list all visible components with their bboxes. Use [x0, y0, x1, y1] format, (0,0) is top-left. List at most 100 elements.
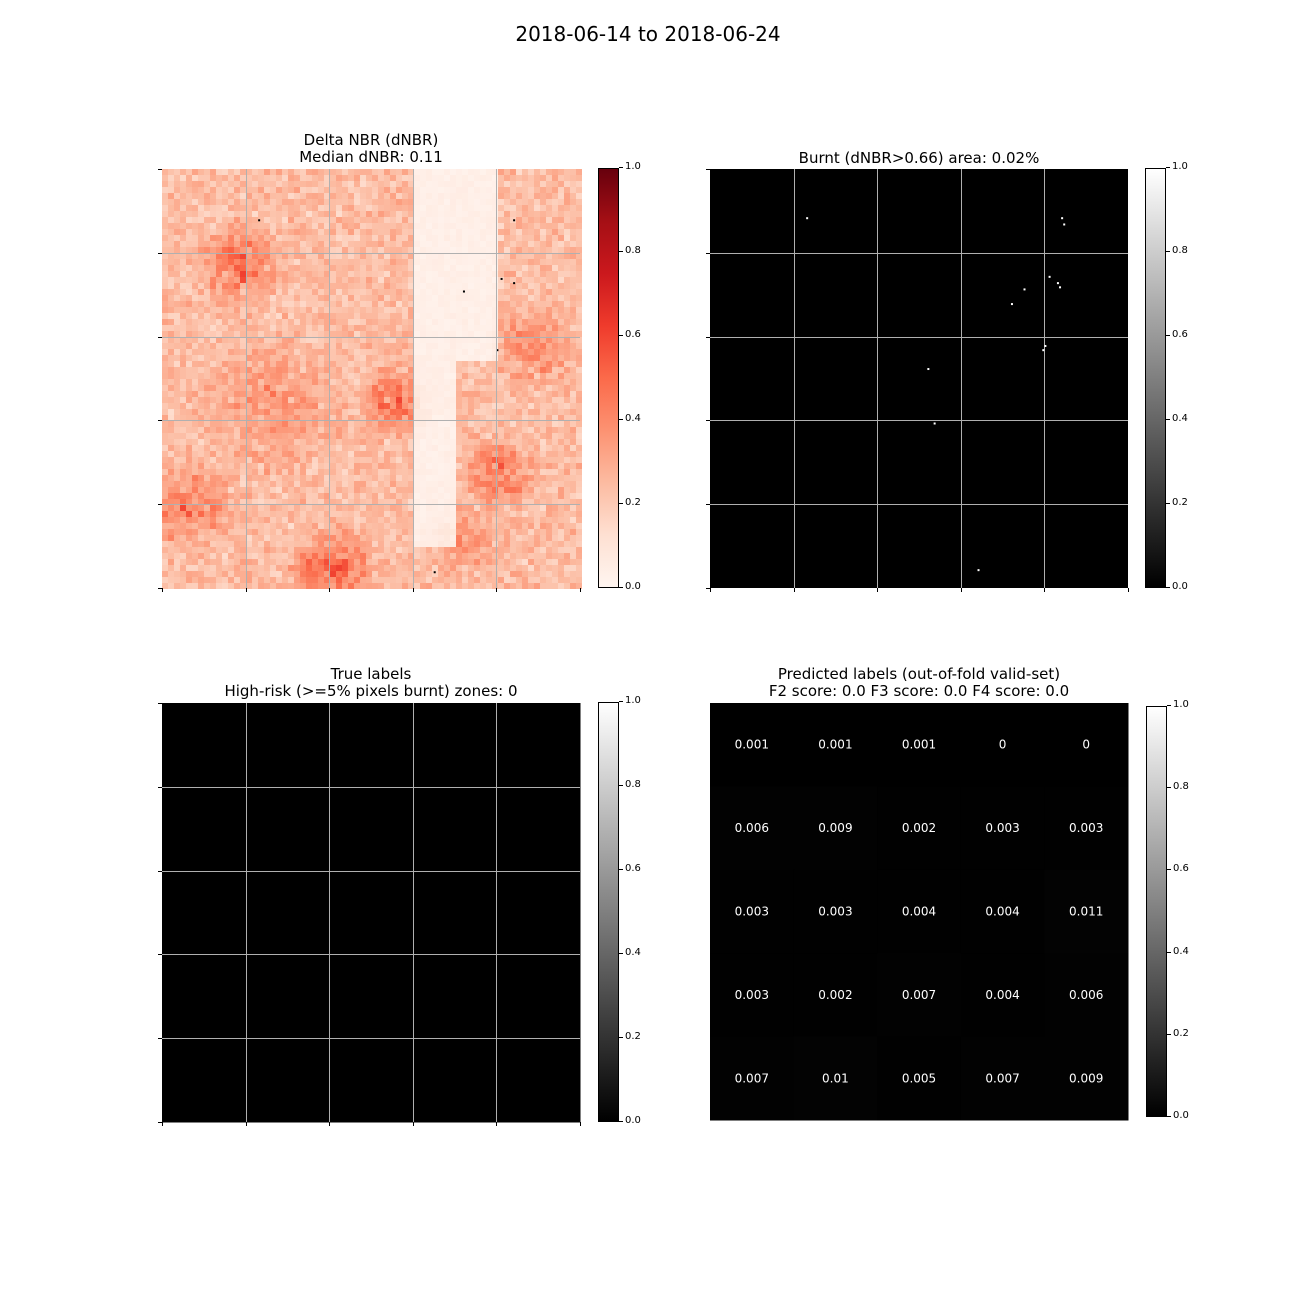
dnbr-pixel: [390, 535, 396, 541]
dnbr-pixel: [390, 511, 396, 517]
dnbr-pixel: [174, 337, 180, 343]
dnbr-pixel: [474, 559, 480, 565]
dnbr-pixel: [234, 565, 240, 571]
dnbr-pixel: [216, 331, 222, 337]
dnbr-pixel: [378, 505, 384, 511]
dnbr-pixel: [402, 319, 408, 325]
dnbr-pixel: [528, 571, 534, 577]
dnbr-pixel: [366, 175, 372, 181]
dnbr-pixel: [552, 439, 558, 445]
dnbr-pixel: [216, 247, 222, 253]
dnbr-pixel: [384, 367, 390, 373]
dnbr-pixel: [306, 199, 312, 205]
dnbr-pixel: [534, 187, 540, 193]
dnbr-pixel: [552, 229, 558, 235]
dnbr-pixel: [516, 241, 522, 247]
dnbr-pixel: [414, 199, 420, 205]
dnbr-pixel: [198, 349, 204, 355]
dnbr-pixel: [426, 511, 432, 517]
dnbr-pixel: [366, 247, 372, 253]
dnbr-pixel: [534, 469, 540, 475]
dnbr-pixel: [498, 505, 504, 511]
dnbr-pixel: [474, 283, 480, 289]
dnbr-pixel: [252, 541, 258, 547]
dnbr-pixel: [342, 193, 348, 199]
dnbr-pixel: [444, 379, 450, 385]
dnbr-pixel: [342, 319, 348, 325]
dnbr-pixel: [216, 181, 222, 187]
dnbr-pixel: [456, 433, 462, 439]
dnbr-pixel: [450, 217, 456, 223]
dnbr-pixel: [534, 565, 540, 571]
dnbr-pixel: [516, 343, 522, 349]
dnbr-pixel: [270, 319, 276, 325]
dnbr-pixel: [552, 493, 558, 499]
dnbr-pixel: [576, 367, 582, 373]
dnbr-pixel: [348, 259, 354, 265]
dnbr-pixel: [336, 511, 342, 517]
dnbr-pixel: [324, 439, 330, 445]
dnbr-pixel: [498, 283, 504, 289]
dnbr-pixel: [480, 457, 486, 463]
dnbr-pixel: [414, 283, 420, 289]
dnbr-pixel: [180, 571, 186, 577]
dnbr-pixel: [330, 565, 336, 571]
dnbr-pixel: [534, 331, 540, 337]
dnbr-pixel: [312, 421, 318, 427]
dnbr-pixel: [510, 541, 516, 547]
dnbr-pixel: [576, 319, 582, 325]
dnbr-pixel: [336, 559, 342, 565]
dnbr-pixel: [252, 511, 258, 517]
dnbr-pixel: [234, 469, 240, 475]
dnbr-pixel: [336, 295, 342, 301]
dnbr-pixel: [414, 193, 420, 199]
dnbr-pixel: [420, 397, 426, 403]
dnbr-pixel: [246, 253, 252, 259]
dnbr-pixel: [216, 379, 222, 385]
dnbr-pixel: [504, 535, 510, 541]
dnbr-pixel: [456, 445, 462, 451]
dnbr-pixel: [186, 331, 192, 337]
dnbr-pixel: [210, 463, 216, 469]
dnbr-pixel: [222, 295, 228, 301]
dnbr-pixel: [348, 277, 354, 283]
dnbr-pixel: [552, 559, 558, 565]
dnbr-pixel: [192, 415, 198, 421]
dnbr-pixel: [234, 307, 240, 313]
dnbr-pixel: [396, 199, 402, 205]
dnbr-pixel: [462, 517, 468, 523]
dnbr-pixel: [534, 505, 540, 511]
dnbr-pixel: [360, 349, 366, 355]
dnbr-pixel: [246, 517, 252, 523]
dnbr-pixel: [306, 169, 312, 175]
dnbr-pixel: [228, 319, 234, 325]
dnbr-pixel: [276, 331, 282, 337]
dnbr-pixel: [456, 367, 462, 373]
dnbr-pixel: [552, 427, 558, 433]
dnbr-speck: [513, 219, 516, 222]
dnbr-pixel: [288, 355, 294, 361]
dnbr-pixel: [492, 373, 498, 379]
dnbr-pixel: [180, 493, 186, 499]
dnbr-pixel: [288, 175, 294, 181]
dnbr-pixel: [252, 319, 258, 325]
dnbr-pixel: [180, 391, 186, 397]
dnbr-pixel: [408, 271, 414, 277]
dnbr-pixel: [522, 319, 528, 325]
dnbr-pixel: [228, 481, 234, 487]
dnbr-pixel: [258, 247, 264, 253]
dnbr-pixel: [444, 529, 450, 535]
dnbr-pixel: [414, 205, 420, 211]
dnbr-pixel: [480, 475, 486, 481]
dnbr-pixel: [558, 385, 564, 391]
dnbr-pixel: [204, 361, 210, 367]
dnbr-pixel: [174, 325, 180, 331]
dnbr-pixel: [534, 397, 540, 403]
dnbr-pixel: [444, 367, 450, 373]
dnbr-pixel: [246, 475, 252, 481]
dnbr-pixel: [396, 445, 402, 451]
dnbr-pixel: [366, 415, 372, 421]
dnbr-pixel: [396, 511, 402, 517]
dnbr-pixel: [396, 493, 402, 499]
dnbr-pixel: [180, 385, 186, 391]
